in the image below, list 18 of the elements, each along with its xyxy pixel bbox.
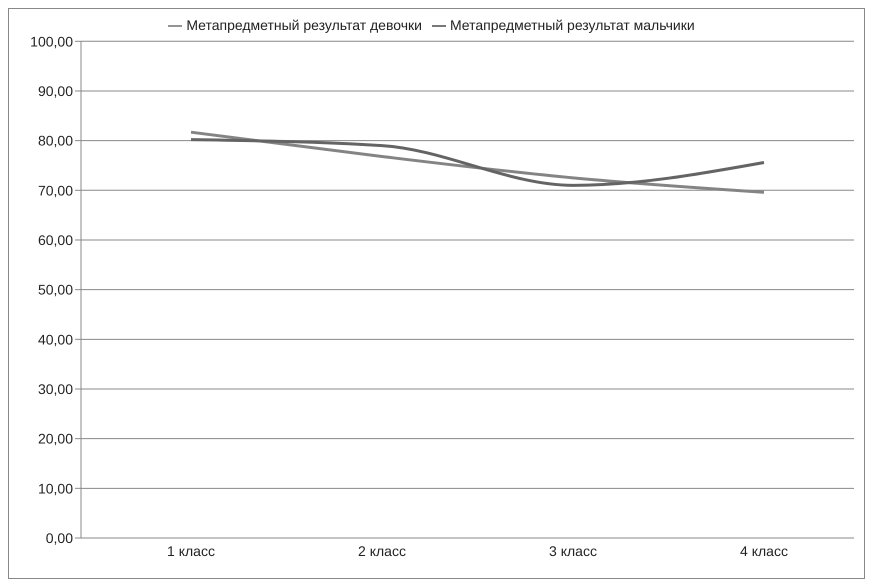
x-tick-label: 4 класс <box>740 542 788 559</box>
y-tick-label: 50,00 <box>38 282 74 298</box>
x-tick-label: 1 класс <box>167 542 215 559</box>
line-series <box>190 138 766 187</box>
y-tick-label: 10,00 <box>38 480 74 496</box>
y-tick-label: 80,00 <box>38 132 74 149</box>
x-tick-label: 3 класс <box>549 542 597 559</box>
y-tick-label: 20,00 <box>38 430 74 447</box>
x-tick-label: 2 класс <box>358 542 406 559</box>
y-tick-label: 0,00 <box>46 530 74 546</box>
y-tick-label: 70,00 <box>38 182 74 198</box>
y-tick-label: 40,00 <box>38 331 74 348</box>
y-tick-label: 90,00 <box>38 82 74 99</box>
legend-label: Метапредметный результат девочки <box>186 17 422 33</box>
y-tick-label: 100,00 <box>30 33 74 50</box>
legend-label: Метапредметный результат мальчики <box>450 17 695 33</box>
y-tick-label: 60,00 <box>38 232 74 248</box>
y-tick-label: 30,00 <box>38 380 74 397</box>
